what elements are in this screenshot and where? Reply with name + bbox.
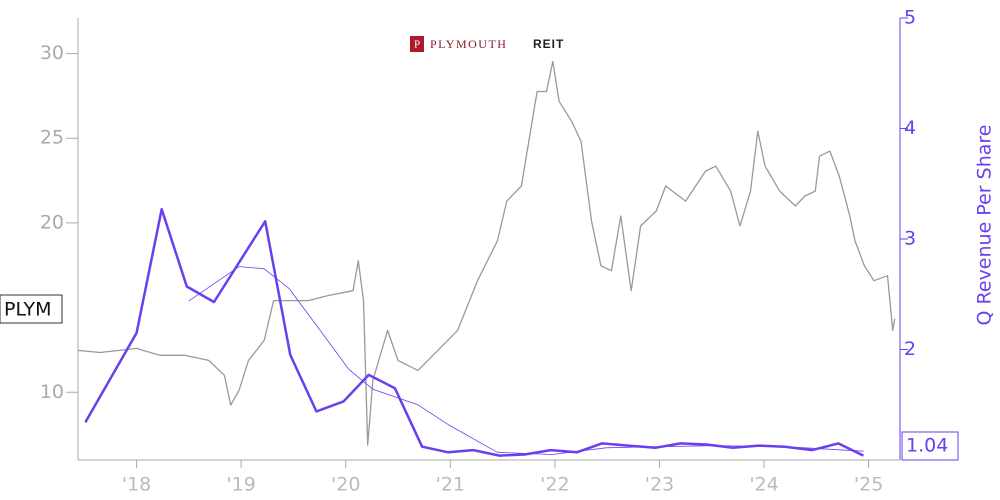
x-tick-label: '18 — [122, 474, 151, 496]
last-value-frame — [901, 431, 959, 461]
logo-mark — [410, 36, 424, 52]
x-tick-label: '25 — [854, 474, 883, 496]
ticker-box-frame — [0, 294, 63, 324]
x-tick-label: '22 — [540, 474, 569, 496]
x-tick-label: '23 — [645, 474, 674, 496]
series-line — [84, 207, 864, 457]
y-tick-label: 20 — [40, 211, 64, 233]
logo-letter: P — [414, 39, 420, 51]
series-line — [188, 266, 864, 455]
y2-axis-label: Q Revenue Per Share — [974, 125, 996, 326]
y-tick-label: 30 — [40, 42, 64, 64]
series-line — [77, 60, 896, 446]
y-tick-label: 25 — [40, 127, 64, 149]
y2-tick-label: 3 — [904, 228, 916, 250]
logo-name: PLYMOUTH — [430, 37, 507, 51]
y2-tick-label: 4 — [904, 117, 916, 139]
y-tick-label: 10 — [40, 381, 64, 403]
x-tick-label: '19 — [226, 474, 255, 496]
ticker-box: PLYM — [0, 294, 63, 324]
logo-suffix: REIT — [533, 37, 564, 51]
ticker-label: PLYM — [4, 299, 52, 321]
x-tick-label: '24 — [749, 474, 778, 496]
x-tick-label: '21 — [436, 474, 465, 496]
x-tick-label: '20 — [331, 474, 360, 496]
last-value-box: 1.04 — [901, 431, 959, 461]
last-value-label: 1.04 — [906, 435, 948, 457]
logo: P PLYMOUTH REIT — [410, 36, 564, 52]
y2-tick-label: 5 — [904, 7, 916, 29]
y2-tick-label: 2 — [904, 338, 916, 360]
